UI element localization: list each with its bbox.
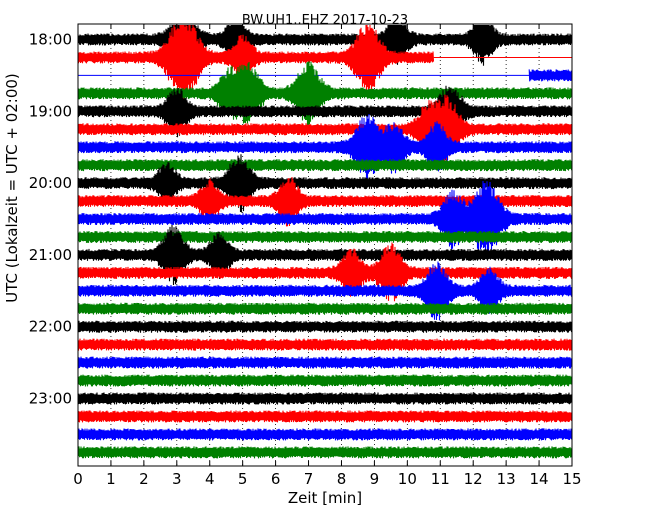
x-axis-label: Zeit [min] bbox=[288, 489, 362, 507]
y-axis-label: UTC (Lokalzeit = UTC + 02:00) bbox=[3, 73, 21, 303]
x-tick-label: 12 bbox=[464, 470, 483, 488]
trace-2130 bbox=[77, 261, 573, 321]
trace-2045 bbox=[77, 230, 573, 243]
trace-1845 bbox=[77, 61, 573, 127]
y-tick-label: 20:00 bbox=[29, 174, 72, 192]
y-tick-label: 23:00 bbox=[29, 390, 72, 408]
trace-2300 bbox=[77, 392, 573, 405]
x-tick-label: 3 bbox=[172, 470, 182, 488]
trace-2245 bbox=[77, 374, 573, 387]
trace-1930 bbox=[77, 113, 573, 181]
x-tick-label: 7 bbox=[304, 470, 314, 488]
y-axis: 18:00 19:00 20:00 21:00 22:00 23:00 bbox=[29, 31, 572, 408]
x-tick-label: 15 bbox=[562, 470, 581, 488]
x-tick-label: 14 bbox=[530, 470, 549, 488]
trace-2345 bbox=[77, 446, 573, 459]
trace-2145 bbox=[77, 302, 573, 315]
y-tick-label: 18:00 bbox=[29, 31, 72, 49]
x-tick-label: 6 bbox=[271, 470, 281, 488]
trace-2330 bbox=[77, 428, 573, 441]
x-axis: 0 1 2 3 4 5 6 7 8 9 10 11 12 13 14 15 bbox=[73, 24, 582, 488]
x-tick-label: 5 bbox=[238, 470, 248, 488]
x-tick-label: 2 bbox=[139, 470, 149, 488]
trace-2200 bbox=[77, 320, 573, 333]
x-tick-label: 1 bbox=[106, 470, 116, 488]
x-tick-label: 9 bbox=[370, 470, 380, 488]
trace-1915 bbox=[77, 94, 573, 164]
x-tick-label: 10 bbox=[398, 470, 417, 488]
plot-frame bbox=[77, 23, 573, 467]
x-tick-label: 0 bbox=[73, 470, 83, 488]
trace-1800 bbox=[77, 24, 573, 77]
trace-1815 bbox=[77, 24, 435, 101]
y-tick-label: 19:00 bbox=[29, 102, 72, 120]
x-tick-label: 11 bbox=[431, 470, 450, 488]
trace-group bbox=[77, 24, 573, 459]
trace-1900 bbox=[77, 85, 573, 141]
trace-2230 bbox=[77, 356, 573, 369]
trace-2315 bbox=[77, 410, 573, 423]
x-tick-label: 8 bbox=[337, 470, 347, 488]
trace-1945 bbox=[77, 159, 573, 172]
chart-title: BW.UH1..EHZ 2017-10-23 bbox=[242, 13, 408, 28]
y-tick-label: 21:00 bbox=[29, 246, 72, 264]
trace-2030 bbox=[77, 180, 573, 257]
x-tick-label: 4 bbox=[205, 470, 215, 488]
x-tick-label: 13 bbox=[497, 470, 516, 488]
trace-2215 bbox=[77, 338, 573, 351]
trace-1830 bbox=[528, 69, 573, 82]
trace-2100 bbox=[77, 224, 573, 286]
y-tick-label: 22:00 bbox=[29, 318, 72, 336]
